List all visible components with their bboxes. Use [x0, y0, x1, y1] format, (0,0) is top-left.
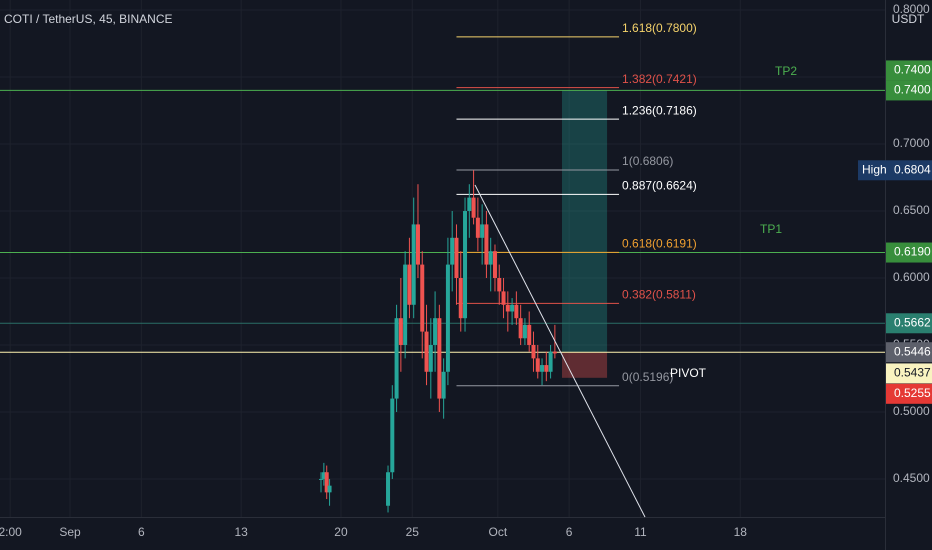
price-label-box: [886, 80, 932, 101]
fib-label: 1.236(0.7186): [622, 103, 697, 117]
candle-body: [420, 264, 425, 332]
fib-label: 0(0.5196): [622, 370, 673, 384]
x-tick-label: 18: [734, 525, 748, 539]
price-label: 0.5437: [894, 366, 931, 380]
fib-label: 0.382(0.5811): [622, 287, 696, 301]
price-tag: High: [862, 162, 887, 176]
price-label: 0.5662: [894, 315, 931, 329]
candle-body: [321, 472, 326, 479]
grid: [0, 0, 885, 517]
candle-body: [467, 197, 472, 212]
candle-body: [445, 264, 450, 372]
candle-body: [454, 237, 459, 278]
candle-body: [471, 197, 476, 218]
x-tick-label: 6: [566, 525, 573, 539]
price-label: 0.7400: [894, 63, 931, 77]
candle-body: [324, 472, 329, 493]
candle-body: [480, 224, 485, 238]
candle-body: [433, 318, 438, 345]
position-stop-zone: [562, 352, 608, 378]
candle-body: [544, 365, 549, 372]
fib-label: 0.618(0.6191): [622, 237, 697, 251]
price-label-box: [886, 160, 932, 181]
fib-label: 1.382(0.7421): [622, 72, 697, 86]
y-tick-label: 0.6500: [893, 203, 930, 217]
tp1-label: TP1: [760, 222, 782, 236]
price-label-box: [886, 383, 932, 404]
fib-label: 1.618(0.7800): [622, 21, 697, 35]
price-tag-box: [858, 160, 886, 181]
price-label-box: [886, 60, 932, 81]
candle-body: [540, 365, 545, 372]
position-target-zone: [562, 90, 608, 353]
price-label: 0.5255: [894, 386, 931, 400]
fib-label: 1(0.6806): [622, 154, 673, 168]
pivot-label: PIVOT: [670, 366, 707, 380]
x-tick-label: 25: [406, 525, 420, 539]
trendline: [474, 184, 646, 518]
candle-body: [403, 264, 408, 345]
candle-body: [531, 344, 536, 359]
y-tick-label: 0.5000: [893, 404, 930, 418]
candle-body: [411, 224, 416, 305]
price-label: 0.6190: [894, 245, 931, 259]
candle-body: [398, 318, 403, 345]
y-tick-label: 0.6000: [893, 270, 930, 284]
candle-body: [386, 472, 391, 506]
x-tick-label: 11: [634, 525, 647, 539]
price-label: 0.5446: [894, 344, 931, 358]
candle-body: [548, 351, 553, 372]
candle-body: [510, 304, 515, 312]
candle-body: [441, 371, 446, 399]
candle-body: [428, 344, 433, 372]
candle-body: [497, 277, 502, 292]
candle-body: [535, 358, 540, 372]
candle-body: [458, 277, 463, 319]
candle-body: [522, 324, 527, 339]
candle-body: [492, 251, 497, 278]
candle-body: [484, 224, 489, 265]
x-tick-label: 13: [234, 525, 248, 539]
chart-title: COTI / TetherUS, 45, BINANCE: [4, 12, 173, 26]
candle-body: [552, 351, 557, 354]
x-tick-label: Sep: [59, 525, 81, 539]
y-tick-label: 0.7000: [893, 136, 930, 150]
y-tick-label: 0.4500: [893, 471, 930, 485]
price-label: 0.6804: [894, 162, 931, 176]
candle-body: [390, 398, 395, 473]
y-tick-label: 0.8000: [893, 2, 930, 16]
candle-body: [394, 318, 399, 399]
price-label-box: [886, 313, 932, 334]
candle-body: [437, 318, 442, 399]
candle-body: [514, 304, 519, 319]
price-axis: 0.45000.50000.55000.60000.65000.70000.75…: [858, 2, 932, 485]
candle-body: [463, 211, 468, 319]
candle-body: [424, 331, 429, 372]
candle-body: [505, 304, 510, 312]
candle-body: [450, 237, 455, 265]
candle-body: [475, 217, 480, 238]
candle-body: [501, 291, 506, 305]
tp2-label: TP2: [775, 64, 797, 78]
price-label-box: [886, 363, 932, 384]
candle-body: [518, 318, 523, 339]
candle-body: [327, 485, 332, 493]
x-tick-label: 2:00: [0, 525, 22, 539]
price-label-box: [886, 342, 932, 363]
candle-body: [527, 324, 532, 345]
candle-body: [488, 251, 493, 265]
plot: 1.618(0.7800) 1.382(0.7421) 1.236(0.7186) 1…: [0, 21, 885, 518]
candle-body: [407, 264, 412, 305]
price-label-box: [886, 242, 932, 263]
axis-unit: USDT: [892, 12, 925, 26]
fib-label: 0.887(0.6624): [622, 179, 697, 193]
candle-body: [415, 224, 420, 265]
candle-body: [319, 478, 324, 480]
x-tick-label: 20: [334, 525, 348, 539]
price-label: 0.7400: [894, 83, 931, 97]
x-tick-label: Oct: [488, 525, 507, 539]
x-tick-label: 6: [138, 525, 145, 539]
